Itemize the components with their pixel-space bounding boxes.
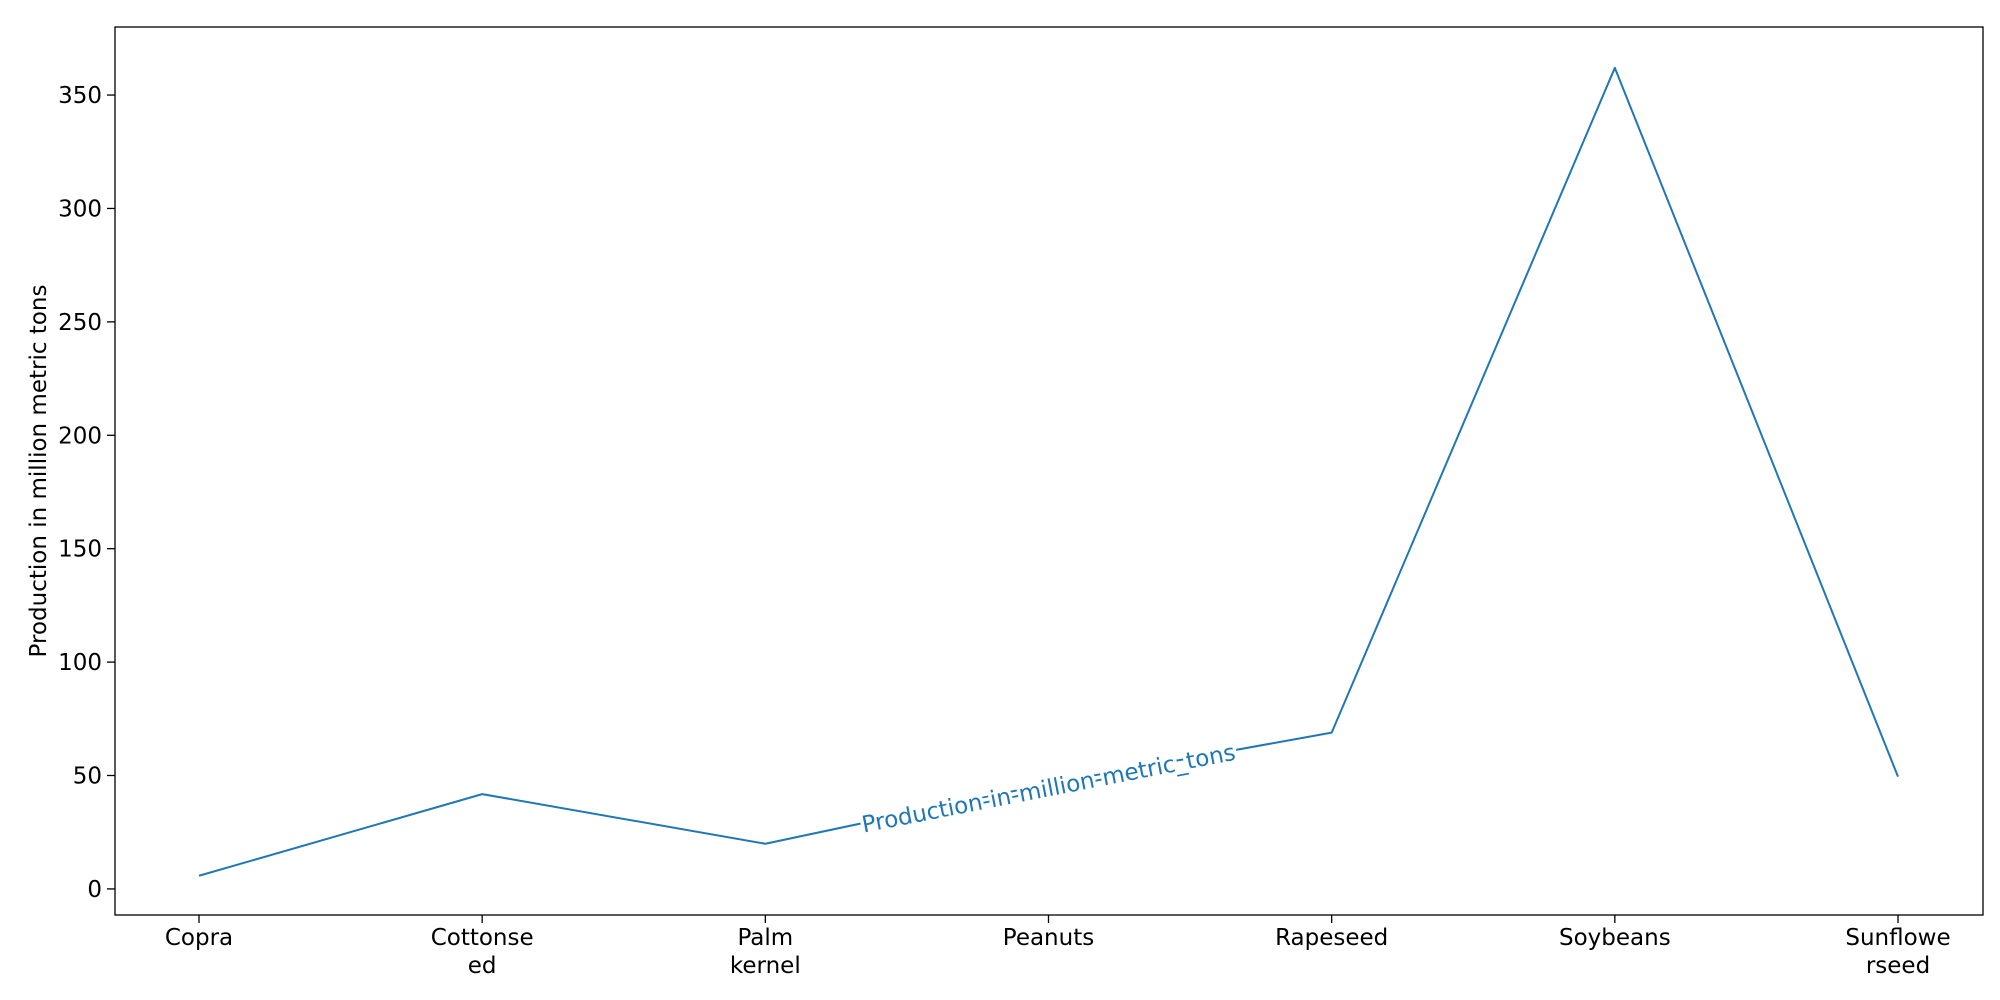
y-tick-label: 200 <box>58 423 102 449</box>
series-line <box>198 66 1899 877</box>
x-tick-label: Cottonse ed <box>431 925 534 979</box>
x-tick-label: Rapeseed <box>1275 925 1388 951</box>
y-axis: 0 50 100 150 200 250 300 350 <box>58 83 115 903</box>
series-layer: Production-in-million-metric_tonsProduct… <box>198 66 1899 877</box>
x-tick-label: Sunflowe rseed <box>1845 925 1950 979</box>
x-tick-label: Copra <box>165 925 233 951</box>
y-tick-label: 350 <box>58 83 102 109</box>
y-tick-label: 250 <box>58 310 102 336</box>
x-tick-label: Soybeans <box>1559 925 1671 951</box>
y-tick-label: 150 <box>58 537 102 563</box>
x-tick-label: Palm kernel <box>730 925 801 979</box>
y-axis-title: Production in million metric tons <box>26 285 52 658</box>
y-tick-label: 300 <box>58 196 102 222</box>
y-tick-label: 50 <box>73 764 102 790</box>
series-label: Production-in-million-metric_tons <box>860 740 1238 839</box>
x-tick-label: Peanuts <box>1003 925 1094 951</box>
y-tick-label: 0 <box>87 877 102 903</box>
y-tick-label: 100 <box>58 650 102 676</box>
x-axis: Copra Cottonse ed Palm kernel Peanuts Rapeseed… <box>165 915 1951 979</box>
